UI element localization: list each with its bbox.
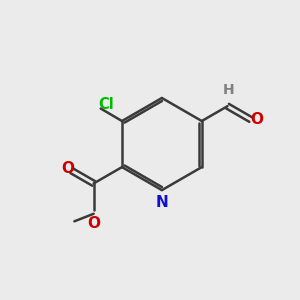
Text: Cl: Cl — [99, 97, 114, 112]
Text: O: O — [87, 215, 100, 230]
Text: H: H — [223, 83, 235, 97]
Text: O: O — [61, 161, 74, 176]
Text: N: N — [155, 195, 168, 210]
Text: O: O — [251, 112, 264, 127]
